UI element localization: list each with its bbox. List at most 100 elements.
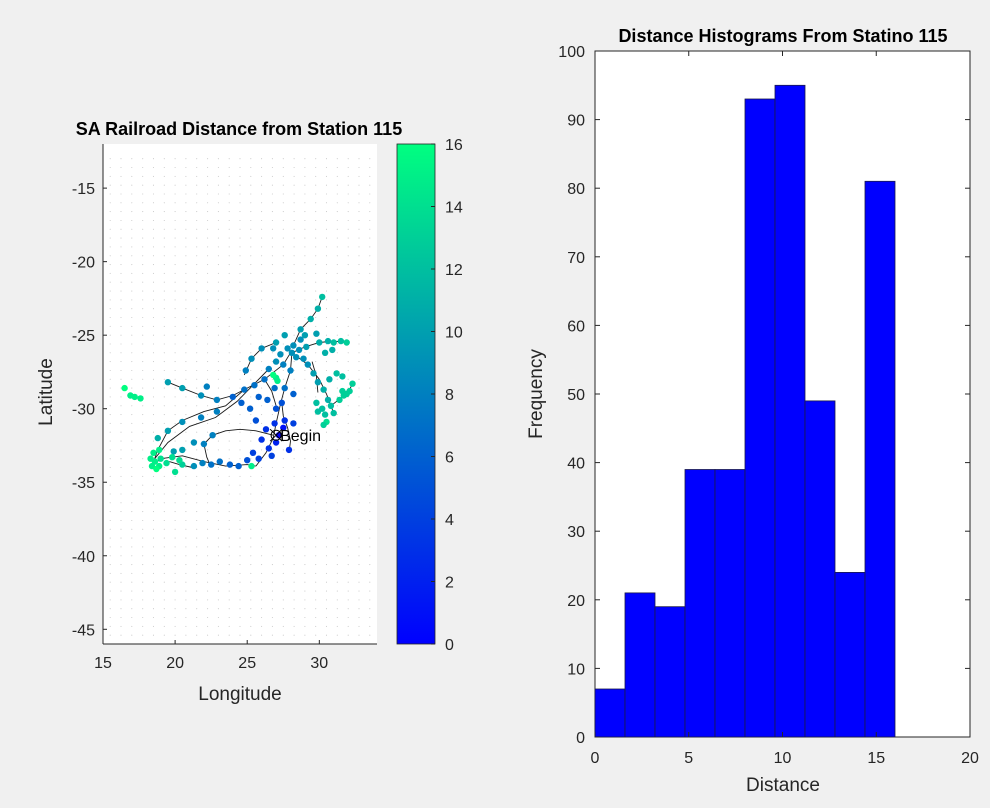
grid-dot: [142, 616, 144, 619]
grid-dot: [239, 290, 241, 292]
grid-dot: [271, 211, 273, 213]
grid-dot: [261, 387, 263, 389]
grid-dot: [261, 414, 263, 416]
grid-dot: [369, 519, 371, 522]
grid-dot: [217, 228, 219, 230]
grid-dot: [131, 528, 133, 530]
grid-dot: [271, 369, 273, 372]
grid-dot: [131, 219, 133, 222]
grid-dot: [347, 599, 349, 601]
grid-dot: [185, 237, 187, 239]
grid-dot: [120, 272, 122, 274]
grid-dot: [163, 343, 165, 345]
grid-dot: [347, 299, 349, 301]
grid-dot: [152, 396, 155, 398]
grid-dot: [304, 466, 306, 469]
grid-dot: [131, 246, 133, 248]
grid-dot: [358, 228, 360, 230]
grid-dot: [109, 493, 111, 495]
station-point: [238, 399, 245, 406]
grid-dot: [207, 484, 209, 486]
grid-dot: [196, 202, 198, 204]
station-point: [290, 420, 297, 427]
grid-dot: [325, 193, 328, 195]
grid-dot: [304, 202, 306, 204]
grid-dot: [217, 387, 219, 389]
grid-dot: [304, 414, 306, 416]
grid-dot: [163, 264, 165, 266]
grid-dot: [239, 228, 241, 230]
station-point: [314, 305, 322, 312]
grid-dot: [325, 219, 328, 222]
grid-dot: [174, 608, 176, 610]
grid-dot: [131, 405, 133, 407]
grid-dot: [131, 211, 133, 213]
grid-dot: [185, 211, 187, 213]
grid-dot: [120, 475, 122, 477]
grid-dot: [336, 246, 338, 248]
grid-dot: [261, 599, 263, 601]
grid-dot: [163, 228, 165, 230]
grid-dot: [347, 466, 349, 469]
grid-dot: [142, 625, 144, 627]
grid-dot: [174, 625, 176, 627]
grid-dot: [325, 599, 328, 601]
grid-dot: [271, 237, 273, 239]
grid-dot: [358, 378, 360, 380]
grid-dot: [261, 564, 263, 566]
grid-dot: [228, 334, 230, 336]
grid-dot: [271, 564, 273, 566]
scatter-x-label: Longitude: [198, 684, 281, 705]
grid-dot: [174, 484, 176, 486]
grid-dot: [261, 616, 263, 619]
grid-dot: [207, 634, 209, 636]
grid-dot: [174, 228, 176, 230]
grid-dot: [282, 475, 284, 477]
grid-dot: [315, 281, 317, 283]
scatter-y-tick-label: -15: [72, 181, 95, 198]
grid-dot: [185, 475, 187, 477]
station-point: [333, 370, 340, 377]
grid-dot: [239, 281, 241, 283]
grid-dot: [336, 193, 338, 195]
grid-dot: [325, 246, 328, 248]
grid-dot: [163, 184, 165, 186]
grid-dot: [271, 246, 273, 248]
histogram-bars: [594, 84, 896, 738]
histogram-y-tick-label: 60: [567, 318, 585, 335]
grid-dot: [250, 625, 252, 627]
grid-dot: [120, 175, 122, 177]
grid-dot: [336, 202, 338, 204]
grid-dot: [369, 458, 371, 460]
grid-dot: [304, 166, 306, 169]
station-point: [280, 361, 287, 368]
grid-dot: [315, 590, 317, 592]
grid-dot: [315, 572, 317, 574]
grid-dot: [315, 387, 317, 389]
grid-dot: [261, 511, 263, 513]
grid-dot: [196, 546, 198, 548]
grid-dot: [325, 528, 328, 530]
grid-dot: [174, 564, 176, 566]
grid-dot: [185, 608, 187, 610]
station-point: [270, 345, 277, 352]
grid-dot: [131, 237, 133, 239]
grid-dot: [315, 493, 317, 495]
grid-dot: [217, 528, 219, 530]
grid-dot: [120, 396, 122, 398]
grid-dot: [336, 546, 338, 548]
grid-dot: [109, 299, 111, 301]
grid-dot: [142, 281, 144, 283]
grid-dot: [271, 572, 273, 574]
grid-dot: [131, 511, 133, 513]
station-point: [272, 439, 280, 446]
grid-dot: [271, 616, 273, 619]
grid-dot: [120, 299, 122, 301]
grid-dot: [142, 484, 144, 486]
grid-dot: [358, 590, 360, 592]
station-point: [310, 370, 317, 377]
grid-dot: [315, 219, 317, 222]
grid-dot: [315, 264, 317, 266]
grid-dot: [163, 484, 165, 486]
